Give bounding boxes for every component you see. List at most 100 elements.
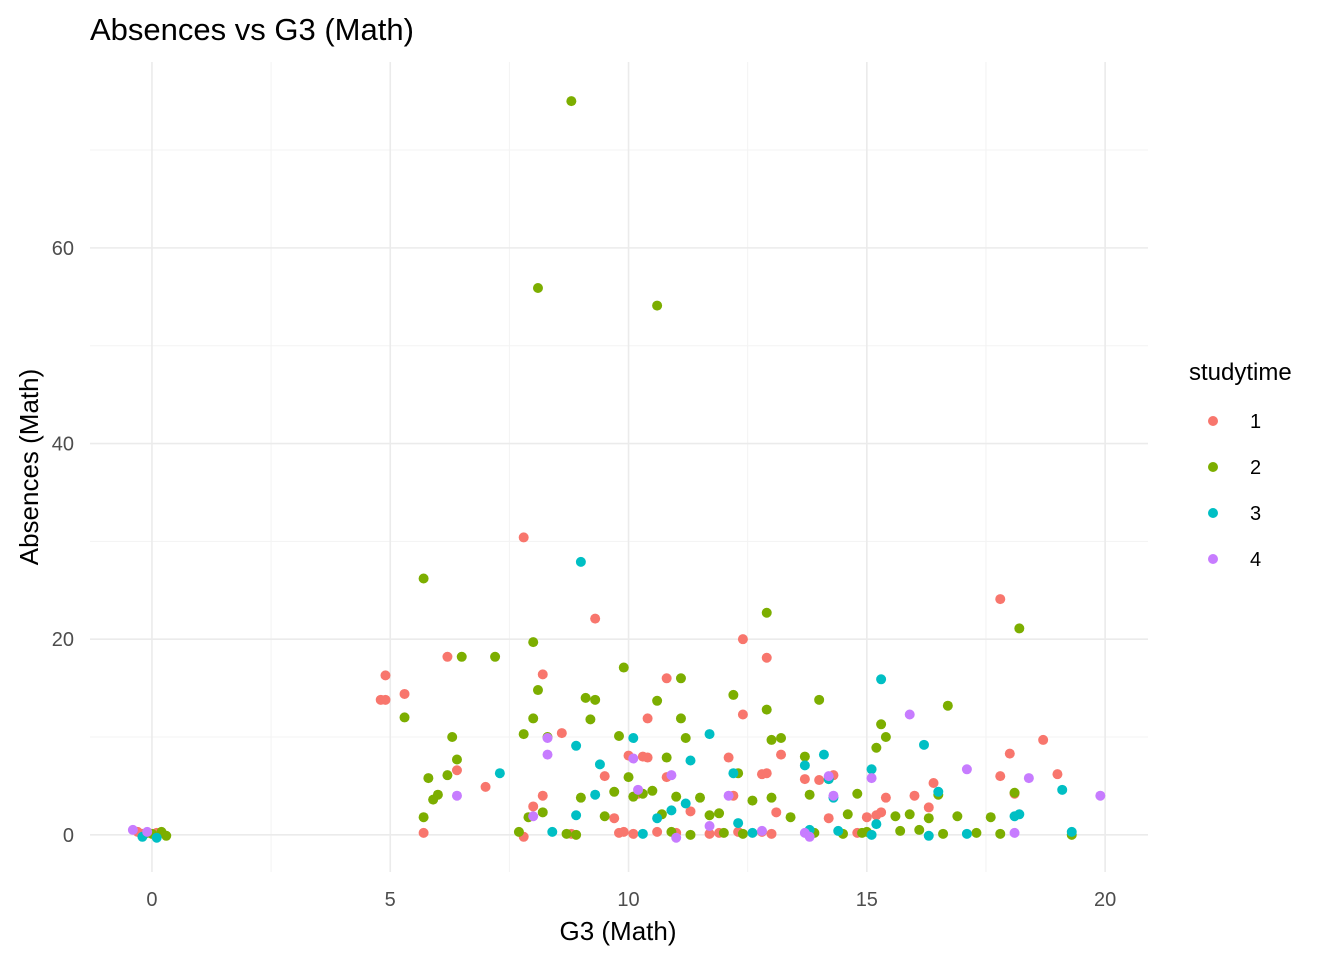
data-point-studytime-2 <box>571 829 582 840</box>
data-point-studytime-1 <box>723 752 734 763</box>
data-point-studytime-4 <box>961 764 972 775</box>
data-point-studytime-1 <box>618 826 629 837</box>
data-point-studytime-4 <box>666 770 677 781</box>
x-tick-label: 20 <box>1094 889 1116 911</box>
data-point-studytime-2 <box>904 809 915 820</box>
data-point-studytime-1 <box>761 652 772 663</box>
data-point-studytime-2 <box>890 811 901 822</box>
data-point-studytime-1 <box>880 792 891 803</box>
data-point-studytime-2 <box>618 662 629 673</box>
data-point-studytime-1 <box>704 828 715 839</box>
data-point-studytime-2 <box>675 673 686 684</box>
data-point-studytime-2 <box>528 713 539 724</box>
data-point-studytime-1 <box>418 827 429 838</box>
data-point-studytime-3 <box>494 768 505 779</box>
data-point-studytime-2 <box>561 828 572 839</box>
y-tick-label: 40 <box>52 434 74 456</box>
data-point-studytime-2 <box>766 734 777 745</box>
data-point-studytime-2 <box>680 732 691 743</box>
data-point-studytime-3 <box>685 755 696 766</box>
data-point-studytime-3 <box>547 826 558 837</box>
y-tick-label: 0 <box>63 825 74 847</box>
data-point-studytime-2 <box>685 829 696 840</box>
legend-label-4: 4 <box>1250 549 1261 571</box>
data-point-studytime-2 <box>766 792 777 803</box>
data-point-studytime-3 <box>876 674 887 685</box>
y-axis-ticks: 0 20 40 60 <box>52 238 74 847</box>
data-point-studytime-2 <box>661 752 672 763</box>
data-point-studytime-2 <box>528 637 539 648</box>
data-point-studytime-1 <box>737 709 748 720</box>
data-point-studytime-3 <box>833 825 844 836</box>
data-point-studytime-4 <box>1095 790 1106 801</box>
data-point-studytime-1 <box>380 670 391 681</box>
data-point-studytime-2 <box>804 789 815 800</box>
legend: studytime 1 2 3 4 <box>1189 359 1292 571</box>
data-point-studytime-2 <box>652 695 663 706</box>
x-tick-label: 0 <box>146 889 157 911</box>
data-point-studytime-4 <box>542 732 553 743</box>
data-point-studytime-3 <box>1066 826 1077 837</box>
data-point-studytime-3 <box>594 759 605 770</box>
data-point-studytime-1 <box>642 713 653 724</box>
data-point-studytime-3 <box>866 829 877 840</box>
data-point-studytime-2 <box>513 826 524 837</box>
data-point-studytime-1 <box>399 688 410 699</box>
data-point-studytime-3 <box>919 739 930 750</box>
data-point-studytime-2 <box>647 785 658 796</box>
data-point-studytime-4 <box>142 826 153 837</box>
data-point-studytime-2 <box>914 824 925 835</box>
data-point-studytime-1 <box>537 669 548 680</box>
data-point-studytime-1 <box>652 826 663 837</box>
data-point-studytime-1 <box>480 781 491 792</box>
data-point-studytime-2 <box>737 828 748 839</box>
x-tick-label: 15 <box>856 889 878 911</box>
data-point-studytime-1 <box>923 802 934 813</box>
data-point-studytime-1 <box>380 694 391 705</box>
data-point-studytime-2 <box>566 96 577 107</box>
data-point-studytime-1 <box>599 771 610 782</box>
data-point-studytime-4 <box>804 831 815 842</box>
data-point-studytime-2 <box>1009 787 1020 798</box>
data-point-studytime-2 <box>418 573 429 584</box>
data-point-studytime-3 <box>575 556 586 567</box>
y-tick-label: 60 <box>52 238 74 260</box>
data-point-studytime-1 <box>1038 734 1049 745</box>
data-point-studytime-2 <box>799 751 810 762</box>
data-point-studytime-1 <box>609 813 620 824</box>
data-point-studytime-3 <box>961 828 972 839</box>
data-points <box>127 96 1106 843</box>
data-point-studytime-4 <box>628 753 639 764</box>
data-point-studytime-1 <box>909 790 920 801</box>
data-point-studytime-3 <box>571 810 582 821</box>
data-point-studytime-2 <box>842 809 853 820</box>
x-axis-title: G3 (Math) <box>559 916 676 946</box>
legend-key-4 <box>1208 554 1218 564</box>
data-point-studytime-3 <box>571 740 582 751</box>
data-point-studytime-1 <box>628 828 639 839</box>
data-point-studytime-4 <box>633 784 644 795</box>
data-point-studytime-2 <box>532 685 543 696</box>
data-point-studytime-2 <box>852 788 863 799</box>
data-point-studytime-1 <box>661 673 672 684</box>
data-point-studytime-4 <box>451 790 462 801</box>
data-point-studytime-1 <box>537 790 548 801</box>
legend-label-2: 2 <box>1250 457 1261 479</box>
legend-key-2 <box>1208 462 1218 472</box>
data-point-studytime-1 <box>995 771 1006 782</box>
data-point-studytime-1 <box>1004 748 1015 759</box>
grid <box>90 62 1148 872</box>
data-point-studytime-2 <box>399 712 410 723</box>
data-point-studytime-1 <box>556 728 567 739</box>
data-point-studytime-3 <box>1057 784 1068 795</box>
data-point-studytime-4 <box>704 821 715 832</box>
data-point-studytime-2 <box>871 742 882 753</box>
data-point-studytime-2 <box>585 714 596 725</box>
data-point-studytime-2 <box>432 789 443 800</box>
data-point-studytime-2 <box>590 694 601 705</box>
data-point-studytime-4 <box>127 824 138 835</box>
data-point-studytime-2 <box>490 651 501 662</box>
data-point-studytime-2 <box>575 792 586 803</box>
data-point-studytime-2 <box>518 729 529 740</box>
data-point-studytime-2 <box>938 828 949 839</box>
